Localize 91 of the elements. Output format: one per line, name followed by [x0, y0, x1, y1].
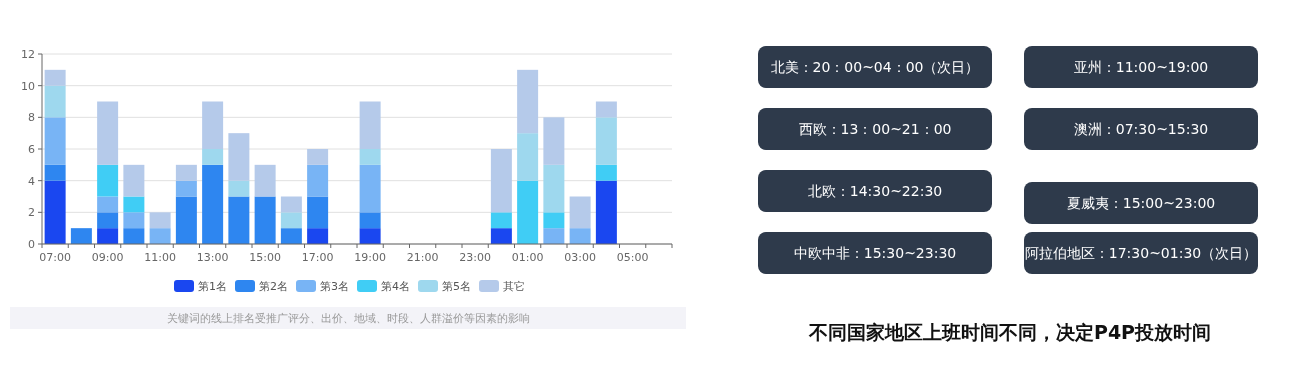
bar — [97, 164, 119, 197]
x-tick-label: 19:00 — [354, 251, 386, 264]
bar — [359, 101, 381, 149]
bar — [123, 196, 145, 213]
legend-label: 第1名 — [198, 280, 227, 293]
bar — [517, 133, 539, 181]
bar — [123, 212, 145, 229]
bar — [228, 196, 250, 244]
x-tick-label: 13:00 — [196, 251, 229, 264]
y-tick-label: 6 — [28, 143, 35, 156]
bar — [543, 164, 565, 213]
y-tick-label: 8 — [28, 111, 35, 125]
text: 北美：20：00~04：00（次日） — [770, 59, 980, 75]
x-tick-label: 17:00 — [301, 251, 334, 264]
text: 西欧：13：00~21：00 — [798, 121, 952, 137]
bar — [228, 133, 250, 181]
x-tick-label: 15:00 — [249, 251, 281, 264]
bar — [202, 101, 224, 149]
bar — [97, 101, 119, 165]
y-tick-label: 4 — [28, 174, 35, 188]
bar — [44, 117, 66, 165]
bar — [543, 228, 565, 244]
bar — [44, 164, 66, 181]
bar — [517, 69, 539, 134]
text: 阿拉伯地区：17:30~01:30（次日） — [1024, 245, 1258, 261]
x-tick-label: 09:00 — [91, 251, 124, 264]
bar — [595, 117, 617, 165]
x-tick-label: 11:00 — [144, 251, 176, 264]
bar — [543, 212, 565, 229]
bar — [202, 149, 224, 165]
legend-label: 第3名 — [320, 280, 349, 293]
bar — [359, 228, 381, 244]
bar — [280, 228, 302, 244]
text: 北欧：14:30~22:30 — [807, 183, 943, 199]
bar — [254, 164, 276, 197]
x-tick-label: 01:00 — [511, 251, 544, 264]
bar — [490, 212, 512, 229]
bar — [97, 228, 119, 244]
legend-label: 第5名 — [442, 280, 471, 293]
text: 夏威夷：15:00~23:00 — [1066, 195, 1216, 211]
x-tick-label: 21:00 — [406, 251, 439, 264]
y-tick-label: 10 — [21, 79, 35, 93]
y-tick-label: 12 — [21, 48, 35, 61]
bar — [595, 180, 617, 244]
bar — [44, 180, 66, 244]
legend-label: 第4名 — [381, 280, 410, 293]
y-tick-label: 2 — [28, 206, 35, 220]
legend-label: 第2名 — [259, 280, 288, 293]
bar — [359, 149, 381, 165]
bar — [595, 101, 617, 118]
text: 中欧中非：15:30~23:30 — [793, 245, 957, 261]
bar — [595, 164, 617, 181]
legend-label: 其它 — [503, 280, 525, 293]
bar — [44, 85, 66, 118]
bar — [70, 228, 92, 244]
x-tick-label: 07:00 — [39, 251, 71, 264]
bar — [307, 164, 329, 197]
bar — [175, 196, 197, 244]
bar — [254, 196, 276, 244]
x-tick-label: 05:00 — [616, 251, 649, 264]
text: 亚州：11:00~19:00 — [1073, 59, 1209, 75]
y-tick-label: 0 — [28, 238, 35, 251]
bar — [359, 164, 381, 213]
bar — [149, 228, 171, 244]
bar — [280, 212, 302, 229]
bar — [307, 149, 329, 165]
bar — [517, 180, 539, 244]
bar — [490, 149, 512, 213]
text: 不同国家地区上班时间不同，决定P4P投放时间 — [807, 321, 1212, 343]
bar — [175, 164, 197, 181]
bar — [123, 228, 145, 244]
bar — [97, 196, 119, 213]
bar — [307, 228, 329, 244]
bar — [359, 212, 381, 229]
bar — [97, 212, 119, 229]
bar — [569, 228, 591, 244]
bar — [202, 164, 224, 244]
text: 关键词的线上排名受推广评分、出价、地域、时段、人群溢价等因素的影响 — [166, 312, 530, 325]
x-tick-label: 03:00 — [564, 251, 596, 264]
text: 澳洲：07:30~15:30 — [1073, 121, 1209, 137]
bar — [228, 180, 250, 197]
bar — [307, 196, 329, 229]
bar — [175, 180, 197, 197]
bar — [569, 196, 591, 229]
bar — [490, 228, 512, 244]
bar — [280, 196, 302, 213]
x-tick-label: 23:00 — [459, 251, 491, 264]
bar — [543, 117, 565, 165]
bar — [149, 212, 171, 229]
bar — [123, 164, 145, 197]
bar — [44, 69, 66, 86]
